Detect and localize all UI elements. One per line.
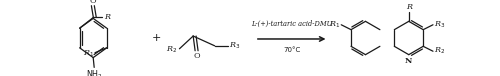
Text: R$_2$: R$_2$ (434, 46, 445, 56)
Text: O: O (194, 52, 200, 60)
Text: R$_3$: R$_3$ (230, 41, 241, 51)
Text: R: R (104, 13, 110, 21)
Text: L-(+)-tartaric acid-DMU: L-(+)-tartaric acid-DMU (251, 20, 332, 28)
Text: 70°C: 70°C (283, 47, 300, 53)
Text: R: R (406, 3, 412, 11)
Text: N: N (405, 57, 412, 65)
Text: R$_1$: R$_1$ (329, 20, 340, 30)
Text: O: O (90, 0, 96, 5)
Text: +: + (152, 33, 162, 43)
Text: R$_2$: R$_2$ (166, 45, 177, 55)
Text: R$_1$: R$_1$ (82, 48, 94, 59)
Text: NH$_2$: NH$_2$ (86, 68, 102, 76)
Text: R$_3$: R$_3$ (434, 20, 446, 30)
